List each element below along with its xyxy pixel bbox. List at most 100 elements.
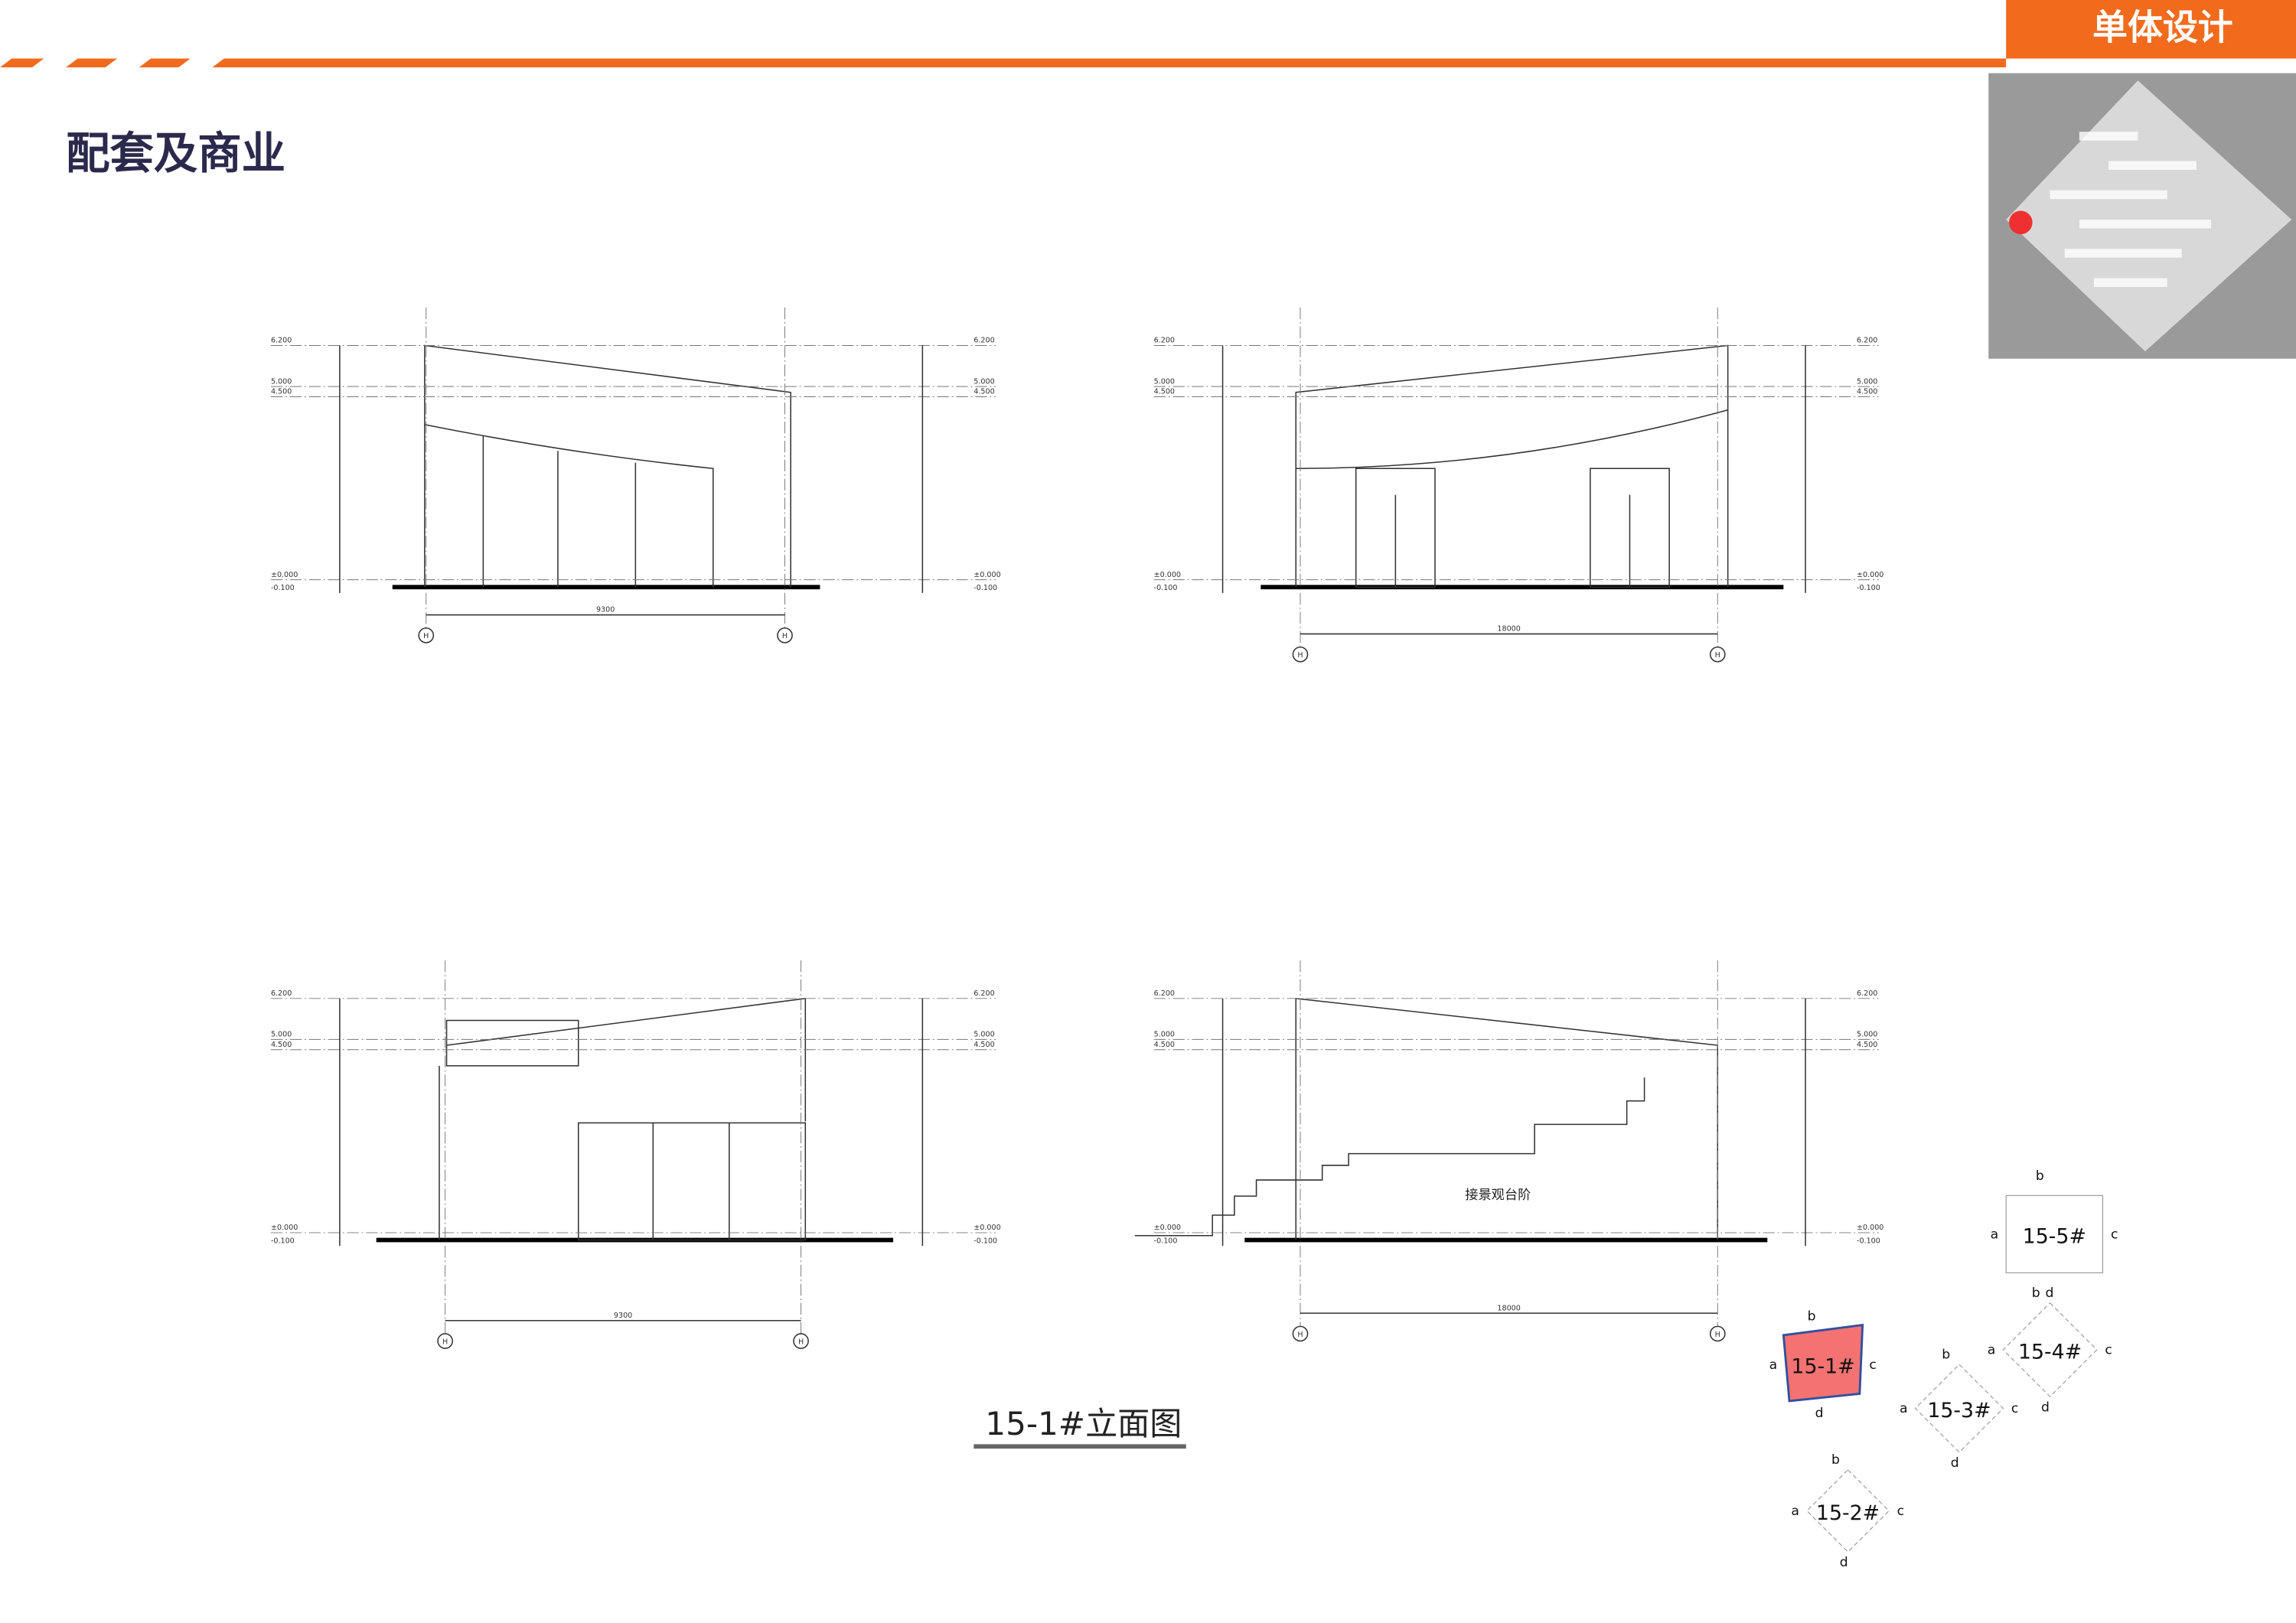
- d1: [392, 344, 820, 590]
- level-label: 6.200: [271, 989, 292, 998]
- side-label: c: [2011, 1401, 2018, 1416]
- side-label: b: [1831, 1452, 1840, 1468]
- side-label: d: [1840, 1555, 1848, 1570]
- grid-bubble: [777, 627, 793, 644]
- side-label: c: [1897, 1504, 1904, 1519]
- grid-label: H: [1715, 651, 1720, 660]
- level-label: -0.100: [271, 1237, 295, 1245]
- span-label: 18000: [1497, 625, 1520, 634]
- grid-label: H: [1297, 1331, 1303, 1339]
- level-label: ±0.000: [271, 571, 298, 579]
- level-label: -0.100: [974, 584, 997, 592]
- building-plan: [1806, 1469, 1890, 1553]
- annotation: 接景观台阶: [1465, 1188, 1531, 1203]
- span-label: 9300: [596, 606, 615, 614]
- grid-bubble: [437, 1333, 453, 1349]
- level-label: 6.200: [974, 989, 994, 998]
- side-label: b: [2036, 1168, 2044, 1184]
- elevation-drawing: 6.200 6.200 5.000 5.000 4.500 4.500 ±0.000 ±0.0…: [1153, 307, 1883, 663]
- grid-label: H: [1297, 651, 1303, 660]
- building-plan: [1914, 1364, 2004, 1453]
- level-label: 5.000: [271, 377, 292, 386]
- level-label: ±0.000: [271, 1224, 298, 1232]
- side-label: b: [2032, 1286, 2040, 1301]
- level-label: -0.100: [1154, 1237, 1178, 1245]
- level-label: 6.200: [1857, 337, 1877, 345]
- side-label: a: [1791, 1504, 1799, 1519]
- badge: 单体设计: [2092, 7, 2233, 48]
- level-label: 4.500: [1857, 388, 1877, 396]
- level-label: 4.500: [271, 388, 292, 396]
- side-label: a: [1988, 1343, 1996, 1358]
- side-label: b: [1942, 1347, 1950, 1362]
- side-label: a: [1991, 1227, 1999, 1243]
- building-plan: [2002, 1302, 2098, 1398]
- side-label: c: [2105, 1343, 2112, 1358]
- building-plan: [2005, 1194, 2104, 1273]
- level-label: 5.000: [1154, 1031, 1175, 1039]
- level-label: ±0.000: [974, 1224, 1000, 1232]
- elevation-drawing: 6.200 6.200 5.000 5.000 4.500 4.500 ±0.000 ±0.0…: [271, 960, 1001, 1349]
- caption: 15-1#立面图: [985, 1405, 1182, 1442]
- building-label: 15-5#: [2023, 1224, 2086, 1248]
- level-label: ±0.000: [1154, 571, 1181, 579]
- grid-bubble: [418, 627, 435, 644]
- d4: [1134, 997, 1768, 1243]
- level-label: 4.500: [1154, 1041, 1175, 1049]
- building-label: 15-1#: [1791, 1355, 1854, 1379]
- level-label: 5.000: [974, 1031, 994, 1039]
- side-label: d: [2041, 1400, 2050, 1415]
- level-label: -0.100: [1857, 1237, 1880, 1245]
- level-label: 6.200: [1154, 337, 1175, 345]
- level-label: 4.500: [1154, 388, 1175, 396]
- span-label: 18000: [1497, 1304, 1520, 1312]
- level-label: 6.200: [271, 337, 292, 345]
- level-label: 6.200: [1154, 989, 1175, 998]
- side-label: c: [1869, 1357, 1876, 1373]
- level-label: 4.500: [974, 1041, 994, 1049]
- side-label: d: [2046, 1286, 2054, 1301]
- level-label: 4.500: [974, 388, 994, 396]
- top-stripe: [0, 0, 2296, 68]
- building-label: 15-4#: [2018, 1340, 2082, 1364]
- d2: [1261, 344, 1784, 590]
- level-label: -0.100: [1154, 584, 1178, 592]
- building-label: 15-2#: [1816, 1501, 1880, 1525]
- grid-bubble: [1292, 646, 1309, 663]
- level-label: 6.200: [1857, 989, 1877, 998]
- level-label: ±0.000: [1857, 1224, 1883, 1232]
- level-label: -0.100: [974, 1237, 997, 1245]
- level-label: -0.100: [271, 584, 295, 592]
- grid-bubble: [1292, 1325, 1309, 1342]
- level-label: 6.200: [974, 337, 994, 345]
- level-label: 4.500: [1857, 1041, 1877, 1049]
- grid-bubble: [1709, 1325, 1726, 1342]
- d3: [376, 997, 894, 1243]
- side-label: b: [1808, 1309, 1816, 1325]
- side-label: d: [1951, 1455, 1959, 1471]
- level-label: ±0.000: [974, 571, 1000, 579]
- site-map: [1988, 73, 2296, 359]
- grid-label: H: [1715, 1331, 1720, 1339]
- grid-label: H: [798, 1338, 804, 1346]
- level-label: 5.000: [1857, 1031, 1877, 1039]
- grid-label: H: [442, 1338, 448, 1346]
- grid-bubble: [793, 1333, 809, 1349]
- elevation-drawing: 6.200 6.200 5.000 5.000 4.500 4.500 ±0.000 ±0.0…: [1153, 960, 1883, 1342]
- grid-label: H: [423, 632, 429, 640]
- level-label: ±0.000: [1154, 1224, 1181, 1232]
- span-label: 9300: [614, 1312, 632, 1320]
- side-label: c: [2111, 1227, 2118, 1243]
- grid-bubble: [1709, 646, 1726, 663]
- grid-label: H: [782, 632, 788, 640]
- level-label: 5.000: [271, 1031, 292, 1039]
- level-label: ±0.000: [1857, 571, 1883, 579]
- building-plan: [1782, 1323, 1864, 1403]
- side-label: a: [1769, 1357, 1778, 1373]
- level-label: -0.100: [1857, 584, 1880, 592]
- side-label: d: [1815, 1406, 1824, 1421]
- level-label: 5.000: [1857, 377, 1877, 386]
- side-label: a: [1900, 1401, 1908, 1416]
- elevation-drawing: 6.200 6.200 5.000 5.000 4.500 4.500 ±0.000 ±0.0…: [271, 307, 1001, 644]
